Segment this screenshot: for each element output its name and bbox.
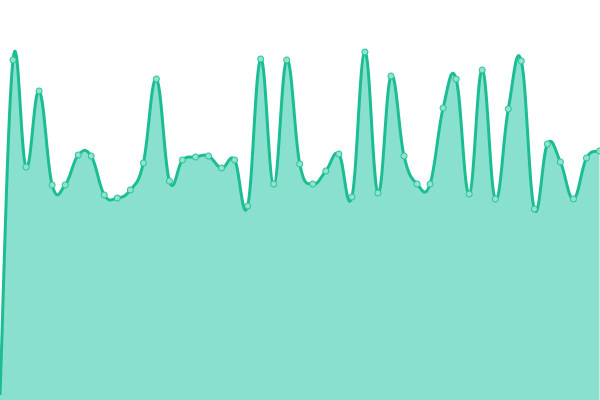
data-point-30 [387, 72, 395, 80]
data-point-14 [178, 156, 186, 164]
data-point-22 [283, 56, 291, 64]
data-point-40 [517, 57, 525, 65]
data-point-46 [596, 147, 600, 155]
data-point-43 [556, 158, 564, 166]
data-point-17 [218, 164, 226, 172]
data-point-26 [335, 150, 343, 158]
data-point-44 [569, 195, 577, 203]
data-point-29 [374, 189, 382, 197]
data-point-31 [400, 152, 408, 160]
data-point-18 [231, 156, 239, 164]
data-point-10 [126, 186, 134, 194]
data-point-20 [257, 55, 265, 63]
data-point-27 [348, 193, 356, 201]
data-point-16 [205, 152, 213, 160]
data-point-21 [270, 180, 278, 188]
data-point-5 [61, 181, 69, 189]
data-point-32 [413, 180, 421, 188]
data-point-42 [543, 140, 551, 148]
data-point-4 [48, 181, 56, 189]
data-point-24 [309, 180, 317, 188]
data-point-23 [296, 160, 304, 168]
area-fill [0, 51, 600, 400]
data-point-28 [361, 48, 369, 56]
data-point-7 [87, 152, 95, 160]
data-point-25 [322, 167, 330, 175]
data-point-12 [152, 75, 160, 83]
data-point-33 [426, 180, 434, 188]
data-point-6 [74, 151, 82, 159]
data-point-11 [139, 159, 147, 167]
data-point-9 [113, 194, 121, 202]
data-point-1 [9, 56, 17, 64]
data-point-2 [22, 163, 30, 171]
data-point-35 [452, 75, 460, 83]
data-point-8 [100, 191, 108, 199]
data-point-37 [478, 66, 486, 74]
data-point-34 [439, 104, 447, 112]
data-point-36 [465, 190, 473, 198]
data-point-3 [35, 87, 43, 95]
data-point-19 [244, 202, 252, 210]
data-point-15 [191, 153, 199, 161]
data-point-38 [491, 195, 499, 203]
data-point-13 [165, 177, 173, 185]
data-point-39 [504, 105, 512, 113]
markers [9, 48, 600, 213]
data-point-41 [530, 205, 538, 213]
data-point-45 [582, 154, 590, 162]
